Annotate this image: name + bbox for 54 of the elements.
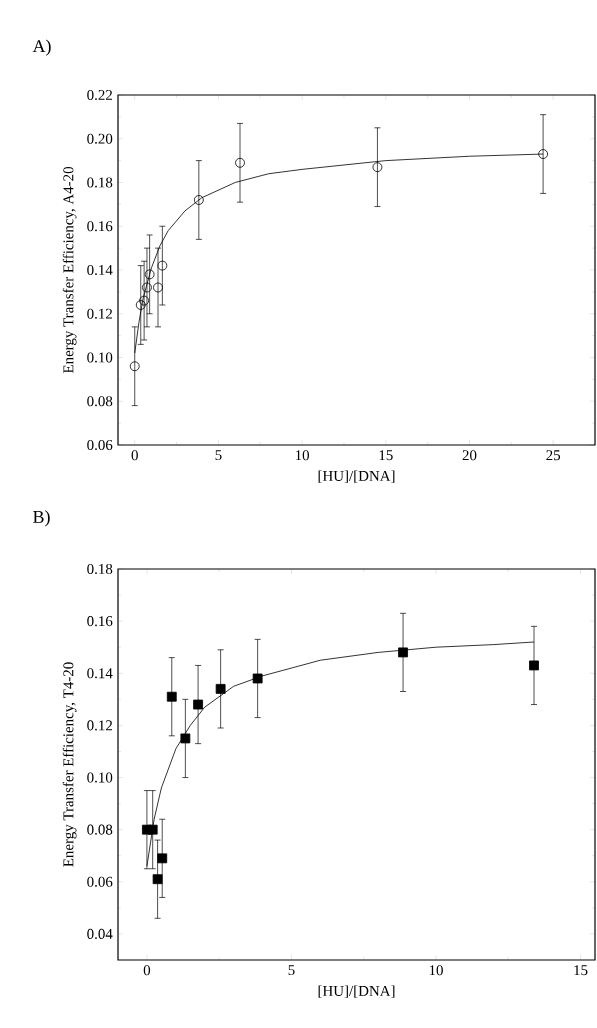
x-tick-label: 5: [215, 450, 222, 461]
y-tick-label: 0.12: [87, 720, 112, 731]
y-tick-label: 0.14: [87, 668, 113, 679]
y-tick-label: 0.20: [87, 133, 113, 144]
point: [372, 162, 383, 173]
x-tick-label: 10: [295, 450, 310, 461]
point: [152, 874, 163, 885]
point: [139, 295, 150, 306]
point: [180, 733, 191, 744]
x-axis-title: [HU]/[DNA]: [318, 985, 395, 998]
y-tick-label: 0.06: [87, 439, 113, 451]
point: [193, 699, 203, 710]
point: [147, 824, 158, 835]
point: [252, 673, 263, 684]
x-tick-label: 0: [143, 965, 151, 976]
y-tick-label: 0.16: [87, 221, 113, 232]
x-tick-label: 25: [546, 450, 561, 461]
point: [235, 157, 245, 168]
y-tick-label: 0.08: [87, 396, 113, 407]
point: [135, 300, 146, 310]
x-tick-label: 15: [574, 965, 588, 976]
point: [144, 269, 155, 280]
y-axis-title: Energy Transfer Efficiency, A4-20: [62, 167, 77, 374]
point: [157, 853, 168, 864]
chart-title: B): [33, 510, 50, 527]
point: [215, 684, 226, 694]
point: [166, 691, 177, 702]
y-tick-label: 0.14: [87, 264, 113, 276]
y-tick-label: 0.22: [87, 89, 112, 101]
y-axis-title: Energy Transfer Efficiency, T4-20: [62, 662, 77, 867]
point: [538, 149, 549, 159]
y-tick-label: 0.04: [87, 928, 113, 940]
x-tick-label: 20: [462, 450, 477, 461]
y-tick-label: 0.08: [87, 824, 113, 835]
x-tick-label: 15: [379, 450, 393, 461]
point: [157, 260, 168, 271]
point: [129, 361, 140, 372]
y-tick-label: 0.16: [87, 616, 113, 627]
point: [153, 282, 163, 293]
y-tick-label: 0.06: [87, 876, 113, 887]
x-tick-label: 5: [288, 965, 295, 976]
y-tick-label: 0.10: [87, 772, 113, 783]
y-tick-label: 0.12: [87, 308, 112, 319]
point: [529, 660, 539, 671]
x-tick-label: 10: [429, 965, 443, 976]
y-tick-label: 0.18: [87, 563, 113, 575]
chart-title: A): [32, 39, 51, 56]
point: [193, 195, 204, 205]
x-axis-title: [HU]/[DNA]: [318, 470, 395, 483]
point: [398, 647, 408, 658]
point: [142, 282, 152, 293]
y-tick-label: 0.18: [87, 177, 113, 188]
y-tick-label: 0.10: [87, 352, 113, 363]
x-tick-label: 0: [131, 450, 138, 461]
